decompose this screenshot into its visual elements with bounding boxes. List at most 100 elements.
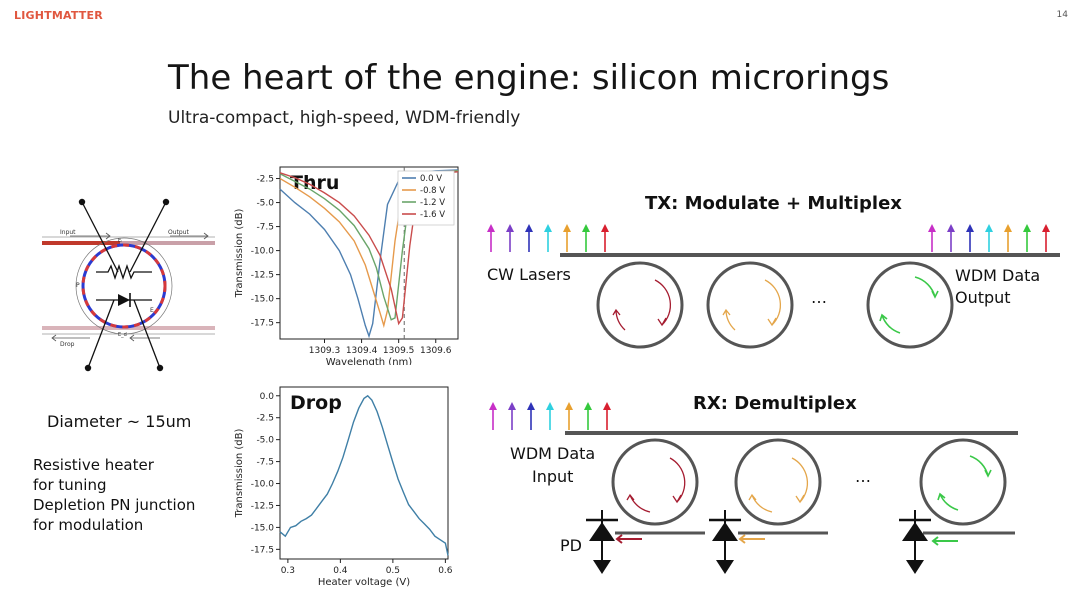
wavelength-arrowhead [985,224,993,232]
wavelength-arrowhead [601,224,609,232]
photodiode [709,510,741,574]
p-label: P [76,282,80,289]
slide-subtitle: Ultra-compact, high-speed, WDM-friendly [168,108,521,128]
y-tick-label: -7.5 [256,223,274,233]
pd-label: PD [560,536,582,555]
photodiode [586,510,618,574]
drop-chart: 0.3 0.4 0.5 0.6 0.0 -2.5 -5.0 -7.5 -10.0 -12.5 -15… [234,386,453,588]
wavelength-arrowhead [582,224,590,232]
y-tick-label: -17.5 [251,319,274,329]
tx-output-arrows [928,224,1050,252]
wavelength-arrowhead [525,224,533,232]
wavelength-arrowhead [966,224,974,232]
rx-ring [734,438,822,526]
note-line: Resistive heater [33,456,154,474]
input-label: Input [60,229,76,236]
y-tick-label: -5.0 [256,199,274,209]
x-tick-label: 0.4 [333,566,348,576]
slide-title: The heart of the engine: silicon microri… [168,58,890,98]
y-axis-label: Transmission (dB) [234,209,245,299]
chart-title: Thru [290,172,339,194]
rx-ring [611,438,699,526]
y-tick-label: -12.5 [251,501,274,511]
circulation-arrow [937,492,959,511]
wavelength-arrowhead [563,224,571,232]
tx-ring [866,261,954,349]
wavelength-arrowhead [508,402,516,410]
legend-label: -1.6 V [420,210,445,220]
rx-ellipsis: … [855,467,871,486]
wavelength-arrowhead [506,224,514,232]
series-line [279,394,449,556]
y-tick-label: -7.5 [256,458,274,468]
wavelength-arrowhead [584,402,592,410]
wavelength-arrowhead [603,402,611,410]
circulation-arrow [764,279,781,327]
note-line: Depletion PN junction [33,496,196,514]
legend-label: -1.2 V [420,198,445,208]
y-tick-label: -15.0 [251,523,275,533]
x-tick-label: 1309.4 [346,346,378,356]
diameter-label: Diameter ~ 15um [47,412,192,431]
x-tick-label: 0.6 [438,566,453,576]
tx-ring [596,261,684,349]
circulation-arrow [612,308,626,331]
wavelength-arrowhead [1004,224,1012,232]
plot-frame [279,386,449,560]
circulation-arrow [879,313,901,334]
wavelength-arrowhead [544,224,552,232]
ed-label: E_d [118,332,127,338]
y-tick-label: -5.0 [256,436,274,446]
y-axis-label: Transmission (dB) [234,429,245,519]
wavelength-arrowhead [1042,224,1050,232]
wavelength-arrowhead [487,224,495,232]
wdm-input-label-2: Input [532,467,574,486]
x-tick-label: 1309.6 [420,346,452,356]
wdm-output-label-2: Output [955,288,1011,307]
wavelength-arrowhead [546,402,554,410]
wdm-input-label-1: WDM Data [510,444,596,463]
pn-diode [118,294,130,306]
pd-input-arrow [615,534,642,544]
cw-lasers-label: CW Lasers [487,265,571,284]
output-label: Output [168,229,189,236]
drop-label: Drop [60,341,75,348]
x-tick-label: 0.5 [386,566,400,576]
tx-ellipsis: … [811,288,827,307]
circulation-arrow [914,276,939,299]
chart-title: Drop [290,392,342,414]
rx-ring [919,438,1007,526]
circulation-arrow [669,457,686,504]
wavelength-arrowhead [527,402,535,410]
tx-laser-arrows [487,224,609,252]
rx-diagram [489,402,1018,574]
thru-chart: 1309.3 1309.4 1309.5 1309.6 -2.5 -5.0 -7.5 -10.… [234,166,459,365]
circulation-arrow [654,279,671,327]
ei-label: Eᵢ [118,238,122,244]
circulation-arrow [626,493,651,513]
tx-title: TX: Modulate + Multiplex [645,193,902,214]
legend-label: -0.8 V [420,186,445,196]
rx-input-arrows [489,402,611,430]
circulation-arrow [969,455,992,478]
y-tick-label: -2.5 [256,414,274,424]
y-tick-label: -15.0 [251,295,275,305]
y-tick-label: -10.0 [251,480,275,490]
ring-notes: Resistive heater for tuning Depletion PN… [33,455,195,535]
heater-resistor [96,263,152,281]
y-tick-label: -17.5 [251,545,274,555]
note-line: for tuning [33,476,107,494]
circulation-arrow [791,457,809,504]
x-tick-label: 1309.3 [309,346,341,356]
company-logo: LIGHTMATTER [14,9,103,22]
e-label: E [150,307,154,314]
pd-input-arrow [738,534,765,544]
pd-input-arrow [931,536,958,546]
y-tick-label: 0.0 [260,392,275,402]
wdm-output-label-1: WDM Data [955,266,1041,285]
y-tick-label: -10.0 [251,247,275,257]
page-number: 14 [1056,10,1068,20]
photodiode [899,510,931,574]
wavelength-arrowhead [489,402,497,410]
tx-diagram [487,224,1060,349]
